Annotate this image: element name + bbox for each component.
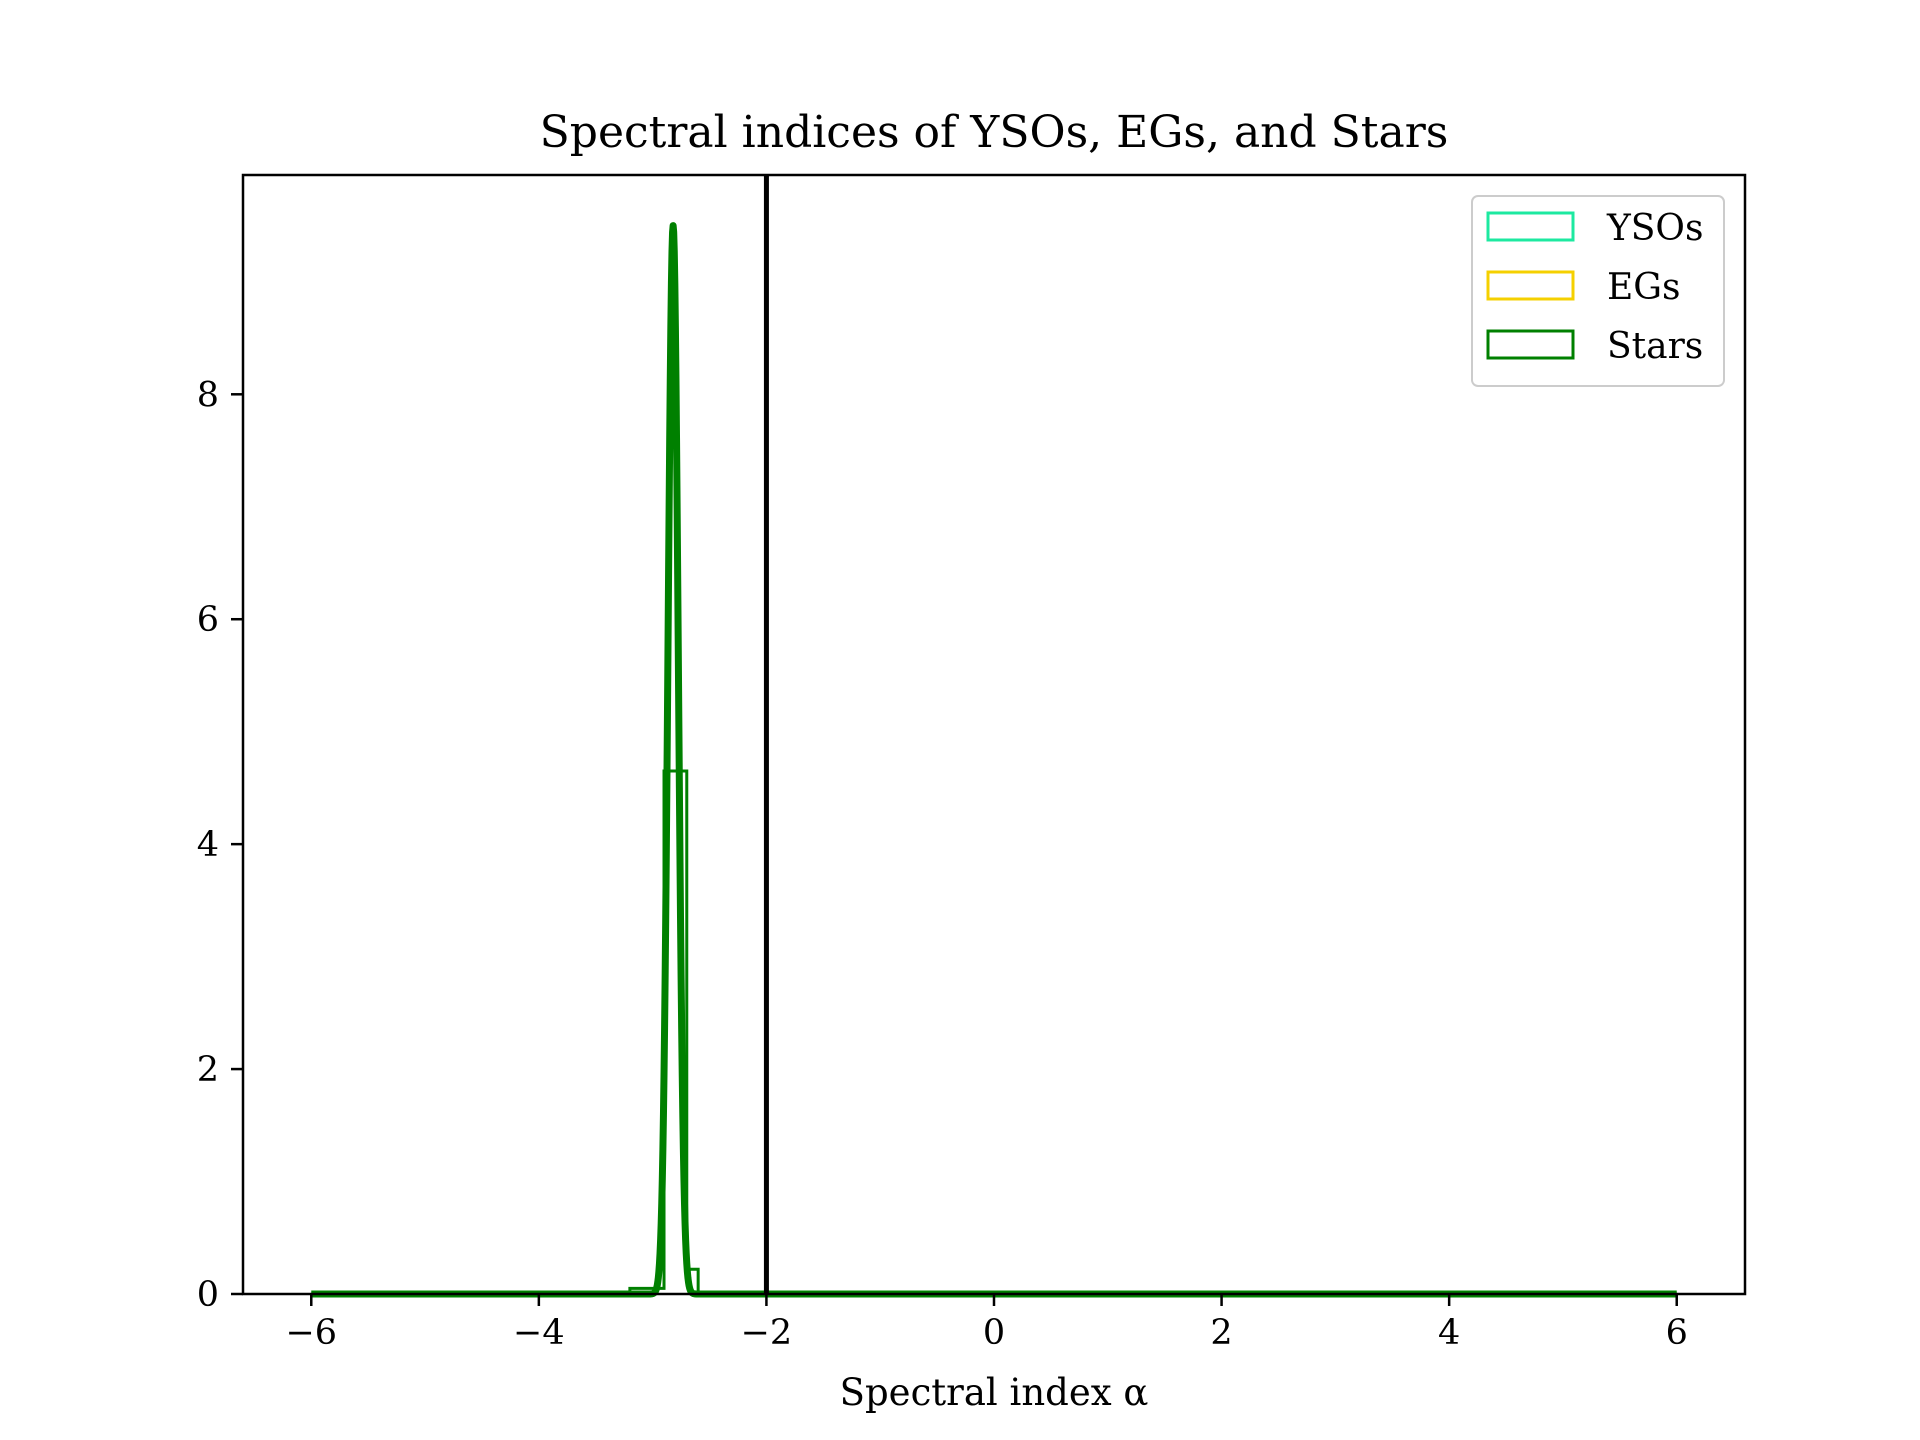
x-tick-label: 2: [1210, 1313, 1232, 1353]
y-tick-label: 6: [197, 600, 219, 640]
x-tick-label: −4: [513, 1313, 565, 1353]
legend: YSOs EGs Stars: [1471, 195, 1725, 387]
legend-label-stars: Stars: [1607, 326, 1703, 367]
y-tick-label: 0: [197, 1275, 219, 1315]
x-tick-label: 0: [983, 1313, 1005, 1353]
legend-label-egs: EGs: [1607, 267, 1681, 308]
legend-swatch-egs: [1486, 270, 1575, 301]
x-tick-label: −6: [285, 1313, 337, 1353]
x-tick-label: −2: [741, 1313, 793, 1353]
legend-swatch-ysos: [1486, 211, 1575, 242]
x-axis: −6 −4 −2 0 2 4 6: [285, 1294, 1688, 1353]
x-tick-label: 4: [1438, 1313, 1460, 1353]
y-tick-label: 8: [197, 375, 219, 415]
x-axis-label: Spectral index α: [840, 1371, 1149, 1414]
legend-swatch-stars: [1486, 329, 1575, 360]
x-tick-label: 6: [1666, 1313, 1688, 1353]
y-axis: 0 2 4 6 8: [197, 375, 243, 1315]
legend-label-ysos: YSOs: [1606, 208, 1703, 249]
legend-box: [1471, 195, 1725, 387]
y-tick-label: 2: [197, 1050, 219, 1090]
chart-title: Spectral indices of YSOs, EGs, and Stars: [540, 107, 1449, 158]
y-tick-label: 4: [197, 825, 219, 865]
